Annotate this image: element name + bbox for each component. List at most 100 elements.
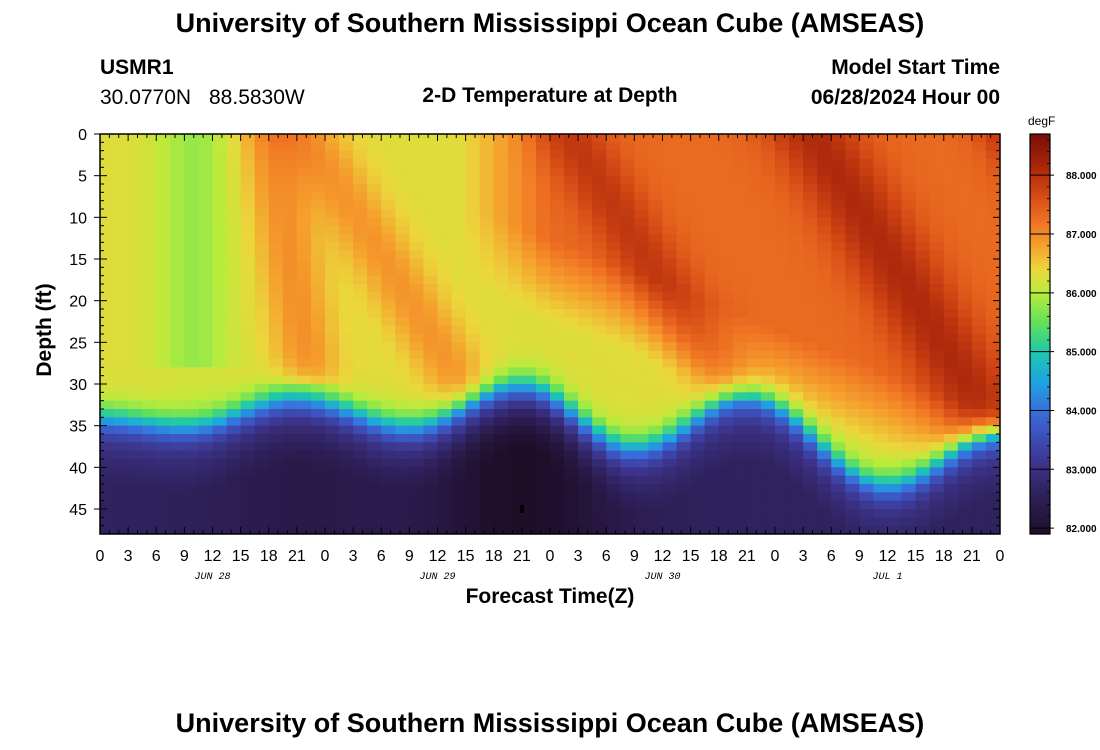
heatmap-cell <box>887 484 903 493</box>
heatmap-cell <box>437 359 453 368</box>
heatmap-cell <box>268 525 284 534</box>
y-tick-label: 5 <box>78 169 87 186</box>
y-tick-label: 20 <box>69 294 87 311</box>
heatmap-cell <box>550 517 565 527</box>
heatmap-cell <box>732 525 748 534</box>
heatmap-cell <box>873 275 889 285</box>
heatmap-cell <box>268 384 284 393</box>
heatmap-cell <box>367 400 382 410</box>
heatmap-cell <box>929 350 945 360</box>
heatmap-cell <box>381 467 396 477</box>
heatmap-cell <box>817 267 832 277</box>
heatmap-cell <box>423 275 439 285</box>
heatmap-cell <box>170 150 185 160</box>
heatmap-cell <box>423 525 439 534</box>
heatmap-cell <box>437 242 453 252</box>
heatmap-cell <box>845 517 860 527</box>
heatmap-cell <box>310 242 326 252</box>
heatmap-cell <box>985 275 1000 285</box>
heatmap-cell <box>114 225 129 235</box>
heatmap-cell <box>521 500 537 510</box>
heatmap-cell <box>479 367 495 377</box>
heatmap-cell <box>831 459 846 468</box>
heatmap-cell <box>423 309 439 318</box>
heatmap-cell <box>578 225 593 235</box>
heatmap-cell <box>142 467 157 477</box>
heatmap-cell <box>423 259 439 268</box>
temperature-heatmap <box>100 134 1000 534</box>
heatmap-cell <box>578 450 593 460</box>
heatmap-cell <box>268 242 284 252</box>
heatmap-cell <box>957 442 973 452</box>
heatmap-cell <box>282 292 298 302</box>
heatmap-cell <box>114 459 129 468</box>
heatmap-cell <box>746 292 762 302</box>
heatmap-cell <box>662 384 678 393</box>
heatmap-cell <box>507 467 523 477</box>
heatmap-cell <box>493 434 509 443</box>
heatmap-cell <box>268 475 284 485</box>
heatmap-cell <box>985 225 1000 235</box>
heatmap-cell <box>521 417 537 427</box>
heatmap-cell <box>704 150 720 160</box>
heatmap-cell <box>423 484 439 493</box>
colorbar-segment <box>1030 320 1050 323</box>
heatmap-cell <box>493 284 509 293</box>
heatmap-cell <box>507 484 523 493</box>
heatmap-cell <box>718 367 734 377</box>
heatmap-cell <box>479 492 495 502</box>
colorbar-segment <box>1030 196 1050 199</box>
heatmap-cell <box>479 375 495 385</box>
colorbar-segment <box>1030 480 1050 483</box>
colorbar-segment <box>1030 494 1050 497</box>
heatmap-cell <box>732 267 748 277</box>
heatmap-cell <box>564 409 579 418</box>
heatmap-cell <box>789 300 804 310</box>
heatmap-cell <box>746 425 762 435</box>
heatmap-cell <box>831 325 846 335</box>
heatmap-cell <box>198 292 214 302</box>
heatmap-cell <box>156 450 171 460</box>
heatmap-cell <box>282 425 298 435</box>
heatmap-cell <box>873 259 889 268</box>
heatmap-cell <box>423 500 439 510</box>
heatmap-cell <box>985 342 1000 352</box>
heatmap-cell <box>803 409 818 418</box>
heatmap-cell <box>339 509 354 518</box>
heatmap-cell <box>845 134 860 143</box>
heatmap-cell <box>564 509 579 518</box>
heatmap-cell <box>184 475 200 485</box>
heatmap-cell <box>240 475 256 485</box>
colorbar-segment <box>1030 380 1050 383</box>
heatmap-cell <box>662 250 678 260</box>
heatmap-cell <box>465 325 481 335</box>
heatmap-cell <box>451 209 467 218</box>
heatmap-cell <box>662 434 678 443</box>
x-date-label: JUN 29 <box>419 572 455 583</box>
heatmap-cell <box>718 492 734 502</box>
heatmap-cell <box>789 159 804 168</box>
heatmap-cell <box>325 517 340 527</box>
heatmap-cell <box>676 434 692 443</box>
colorbar-segment <box>1030 238 1050 241</box>
heatmap-cell <box>845 284 860 293</box>
heatmap-cell <box>732 292 748 302</box>
heatmap-cell <box>170 259 185 268</box>
heatmap-cell <box>746 200 762 210</box>
heatmap-cell <box>423 300 439 310</box>
heatmap-cell <box>746 242 762 252</box>
heatmap-cell <box>367 142 382 152</box>
heatmap-cell <box>240 234 256 243</box>
heatmap-cell <box>268 184 284 193</box>
heatmap-cell <box>437 175 453 185</box>
heatmap-cell <box>465 509 481 518</box>
heatmap-cell <box>493 225 509 235</box>
heatmap-cell <box>971 350 987 360</box>
heatmap-cell <box>339 200 354 210</box>
heatmap-cell <box>212 425 228 435</box>
heatmap-cell <box>648 159 664 168</box>
colorbar-segment <box>1030 400 1050 403</box>
heatmap-cell <box>367 475 382 485</box>
heatmap-cell <box>353 142 368 152</box>
heatmap-cell <box>170 525 185 534</box>
